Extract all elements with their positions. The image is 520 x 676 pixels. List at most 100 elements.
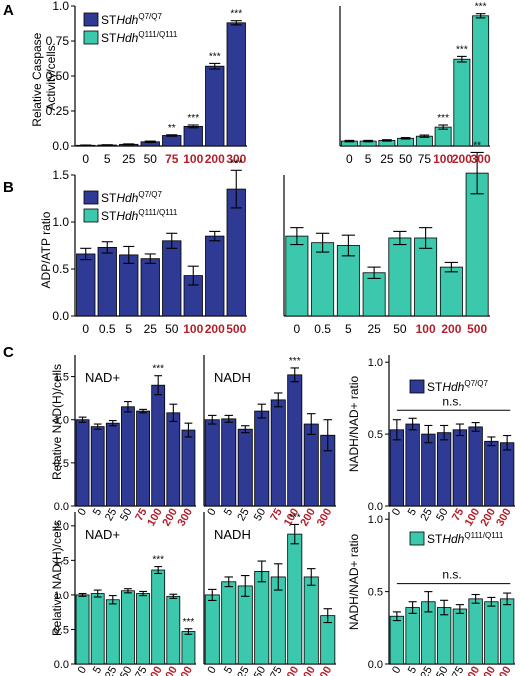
bar [75, 594, 90, 665]
x-tick-label: 25 [103, 507, 120, 524]
x-tick-label: 25 [144, 322, 158, 336]
bar [472, 15, 490, 147]
x-tick-label: 100 [145, 507, 165, 529]
x-tick-label: 5 [91, 665, 104, 676]
x-tick-label: 300 [471, 152, 491, 166]
bar [439, 266, 463, 317]
ns-label: n.s. [442, 568, 461, 582]
legend-label-q111: STHdhQ111/Q111 [427, 531, 504, 546]
x-tick-label: 100 [463, 507, 483, 529]
legend-gene: Hdh [442, 532, 464, 546]
x-tick-label: 25 [122, 152, 136, 166]
significance-marker: *** [209, 51, 221, 62]
bar [453, 58, 471, 147]
panel-b-legend: STHdhQ7/Q7 STHdhQ111/Q111 [83, 190, 178, 223]
x-tick-label: 500 [226, 322, 246, 336]
bar [204, 594, 220, 665]
legend-label-q111: STHdhQ111/Q111 [101, 30, 178, 45]
x-tick-label: 0.5 [314, 322, 331, 336]
x-tick-label: 0.5 [99, 322, 116, 336]
legend-prefix: ST [101, 191, 117, 205]
legend-gene: Hdh [116, 209, 138, 223]
chart-title: NADH [214, 527, 251, 542]
bar [434, 126, 452, 147]
x-tick-label: 300 [175, 665, 195, 676]
bar [287, 533, 303, 665]
bar [468, 426, 483, 507]
y-tick-label: 1.0 [54, 590, 69, 602]
y-tick-label: 0.0 [368, 659, 383, 671]
x-tick-label: 50 [252, 665, 269, 676]
x-tick-label: 200 [160, 507, 180, 529]
y-tick-label: 0.0 [54, 659, 69, 671]
x-tick-label: 200 [452, 152, 472, 166]
bar [484, 601, 499, 665]
panel-b-ylabel: ADP/ATP ratio [39, 211, 53, 288]
bar [362, 272, 386, 317]
bar [136, 410, 150, 507]
bar [162, 240, 182, 317]
bar [136, 593, 150, 665]
x-tick-label: 200 [441, 322, 461, 336]
significance-marker: *** [152, 364, 164, 375]
significance-marker: ** [168, 123, 176, 134]
legend-swatch-q111 [83, 208, 99, 223]
panel-c-ylabel-top: Relative NAD(H)/cells [50, 364, 64, 480]
x-tick-label: 50 [118, 507, 135, 524]
bar [76, 253, 96, 317]
x-tick-label: 75 [418, 152, 432, 166]
y-tick-label: 0.0 [52, 139, 69, 153]
bar [166, 412, 181, 507]
x-tick-label: 75 [450, 665, 467, 676]
significance-marker: *** [289, 512, 301, 523]
bar [181, 429, 196, 507]
bar [105, 599, 120, 665]
x-tick-label: 50 [118, 665, 135, 676]
y-tick-label: 0.0 [368, 501, 383, 513]
x-tick-label: 75 [268, 507, 285, 524]
x-tick-label: 75 [165, 152, 179, 166]
chart-a-q7: 0.0 0.25 0.50 0.75 1.0 0 5 25 50 ** 75 *** 100 *** 200… [46, 0, 247, 166]
y-tick-label: 0.0 [52, 309, 69, 323]
x-tick-label: 200 [478, 507, 498, 529]
x-tick-label: 100 [433, 152, 453, 166]
legend-swatch-q7 [83, 190, 99, 205]
x-tick-label: 100 [416, 322, 436, 336]
x-tick-label: 5 [125, 322, 132, 336]
charts-layer: 0.00.250.500.751.00 5 25 50**75***100***200… [46, 0, 515, 676]
bar [389, 429, 405, 507]
panel-a-ylabel-line2: Activity/cells [44, 45, 58, 110]
x-tick-label: 25 [235, 507, 252, 524]
x-tick-label: 300 [226, 152, 246, 166]
panel-label-a: A [3, 2, 14, 19]
panel-label-c: C [3, 344, 14, 361]
x-tick-label: 0 [205, 507, 218, 518]
bar [405, 423, 420, 507]
legend-label-q7: STHdhQ7/Q7 [427, 379, 488, 394]
x-tick-label: 5 [222, 507, 235, 518]
bar [499, 598, 515, 665]
bar [421, 433, 436, 507]
legend-genotype: Q7/Q7 [138, 12, 162, 21]
x-tick-label: 0 [346, 152, 353, 166]
bar [105, 422, 120, 507]
legend-genotype: Q111/Q111 [464, 531, 504, 540]
x-tick-label: 300 [494, 665, 514, 676]
bar [121, 590, 135, 665]
x-tick-label: 5 [104, 152, 111, 166]
bar [311, 242, 335, 317]
significance-marker: *** [187, 113, 199, 124]
x-tick-label: 100 [183, 152, 203, 166]
bar [452, 429, 468, 507]
bar [151, 384, 166, 507]
x-tick-label: 5 [406, 507, 419, 518]
x-tick-label: 25 [367, 322, 381, 336]
legend-gene: Hdh [442, 380, 464, 394]
x-tick-label: 50 [252, 507, 269, 524]
y-tick-label: 0.50 [46, 69, 70, 83]
panel-c-legend-q111: STHdhQ111/Q111 [409, 531, 504, 546]
